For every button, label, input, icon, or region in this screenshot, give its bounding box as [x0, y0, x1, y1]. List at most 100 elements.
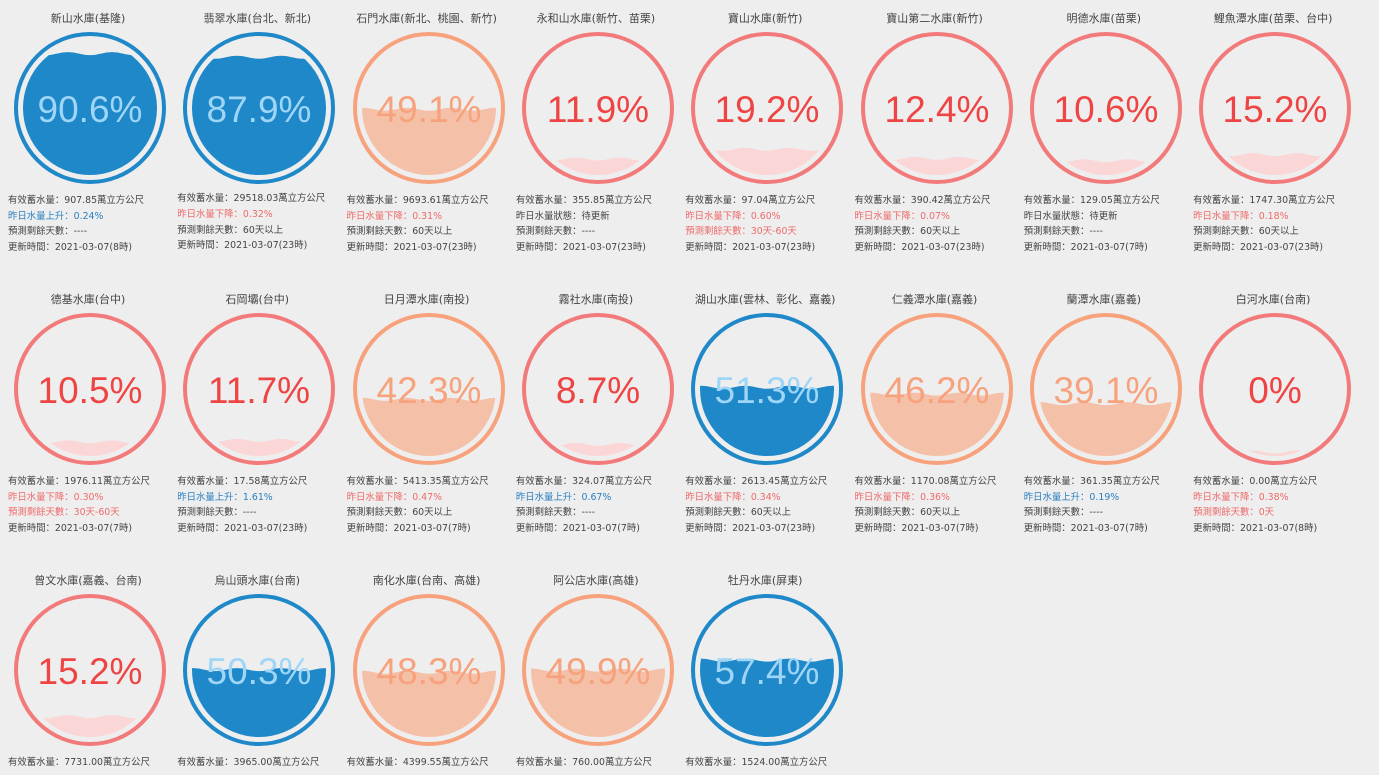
update-time: 更新時間：2021-03-07(7時)	[8, 522, 133, 534]
percentage-label: 8.7%	[556, 370, 640, 411]
daily-change: 昨日水量下降：0.31%	[346, 210, 443, 222]
daily-change: 昨日水量上升：0.24%	[8, 210, 104, 222]
daily-change: 昨日水量下降：0.07%	[854, 210, 950, 222]
water-level-gauge: 90.6%	[13, 31, 167, 185]
update-time: 更新時間：2021-03-07(7時)	[515, 522, 640, 534]
update-time: 更新時間：2021-03-07(23時)	[177, 522, 308, 534]
reservoir-name: 寶山水庫(新竹)	[727, 12, 803, 25]
percentage-label: 49.9%	[545, 651, 650, 692]
reservoir-info: 有效蓄水量：7731.00萬立方公尺	[8, 755, 178, 771]
gauge-ring	[352, 313, 505, 465]
days-remaining: 預測剩餘天數：----	[1023, 507, 1103, 518]
percentage-label: 57.4%	[715, 651, 820, 692]
gauge-ring	[691, 313, 844, 465]
days-remaining: 預測剩餘天數：60天以上	[1193, 226, 1299, 237]
percentage-label: 48.3%	[376, 651, 481, 692]
update-time: 更新時間：2021-03-07(7時)	[1023, 241, 1148, 253]
water-level-gauge: 11.7%	[182, 312, 336, 466]
storage-line: 有效蓄水量：0.00萬立方公尺	[1193, 476, 1318, 487]
storage-line: 有效蓄水量：5413.35萬立方公尺	[346, 476, 489, 487]
reservoir-info: 有效蓄水量：129.05萬立方公尺 昨日水量狀態：待更新 預測剩餘天數：---- 更新…	[1024, 193, 1194, 255]
gauge-ring	[14, 313, 166, 465]
water-level-gauge: 57.4%	[690, 593, 844, 747]
storage-line: 有效蓄水量：9693.61萬立方公尺	[346, 195, 489, 206]
reservoir-name: 蘭潭水庫(嘉義)	[1066, 293, 1142, 306]
reservoir-name: 鯉魚潭水庫(苗栗、台中)	[1213, 12, 1333, 25]
water-level-gauge: 15.2%	[1198, 31, 1352, 185]
days-remaining: 預測剩餘天數：30天-60天	[8, 507, 120, 518]
days-remaining: 預測剩餘天數：60天以上	[685, 507, 791, 518]
reservoir-info: 有效蓄水量：9693.61萬立方公尺 昨日水量下降：0.31% 預測剩餘天數：60天…	[347, 193, 517, 255]
daily-change: 昨日水量下降：0.38%	[1193, 491, 1289, 503]
days-remaining: 預測剩餘天數：60天以上	[346, 226, 453, 237]
reservoir-name: 曾文水庫(嘉義、台南)	[34, 574, 142, 587]
percentage-label: 11.7%	[208, 370, 310, 411]
storage-line: 有效蓄水量：1170.08萬立方公尺	[854, 476, 997, 487]
days-remaining: 預測剩餘天數：60天以上	[854, 507, 961, 518]
reservoir-info: 有效蓄水量：1976.11萬立方公尺 昨日水量下降：0.30% 預測剩餘天數：30天…	[8, 474, 178, 536]
update-time: 更新時間：2021-03-07(23時)	[854, 241, 985, 253]
water-level-gauge: 0%	[1198, 312, 1352, 466]
percentage-label: 10.6%	[1053, 89, 1158, 130]
days-remaining: 預測剩餘天數：----	[515, 226, 596, 237]
percentage-label: 90.6%	[38, 89, 143, 130]
water-level-gauge: 19.2%	[690, 31, 844, 185]
storage-line: 有效蓄水量：129.05萬立方公尺	[1023, 195, 1160, 206]
daily-change: 昨日水量狀態：待更新	[1023, 210, 1118, 222]
reservoir-name: 石門水庫(新北、桃園、新竹)	[356, 12, 497, 25]
reservoir-info: 有效蓄水量：760.00萬立方公尺	[516, 755, 686, 771]
reservoir-name: 永和山水庫(新竹、苗栗)	[536, 12, 656, 25]
reservoir-name: 德基水庫(台中)	[50, 293, 126, 306]
gauge-ring	[860, 313, 1013, 465]
reservoir-name: 寶山第二水庫(新竹)	[886, 12, 983, 25]
reservoir-name: 明德水庫(苗栗)	[1066, 12, 1142, 25]
water-level-gauge: 49.9%	[521, 593, 675, 747]
daily-change: 昨日水量下降：0.60%	[685, 210, 781, 222]
gauge-ring	[183, 32, 336, 184]
reservoir-name: 日月潭水庫(南投)	[383, 293, 470, 306]
percentage-label: 49.1%	[376, 89, 481, 130]
gauge-ring	[860, 32, 1013, 184]
reservoir-info: 有效蓄水量：1524.00萬立方公尺	[685, 755, 855, 771]
reservoir-info: 有效蓄水量：324.07萬立方公尺 昨日水量上升：0.67% 預測剩餘天數：----…	[516, 474, 686, 536]
storage-line: 有效蓄水量：29518.03萬立方公尺	[177, 193, 326, 204]
reservoir-info: 有效蓄水量：4399.55萬立方公尺	[347, 755, 517, 771]
water-level-gauge: 8.7%	[521, 312, 675, 466]
water-fill	[1038, 402, 1173, 456]
update-time: 更新時間：2021-03-07(7時)	[346, 522, 471, 534]
daily-change: 昨日水量下降：0.32%	[177, 209, 273, 220]
reservoir-name: 石岡壩(台中)	[225, 293, 290, 306]
update-time: 更新時間：2021-03-07(8時)	[1193, 522, 1318, 534]
gauge-ring	[691, 32, 844, 184]
percentage-label: 19.2%	[715, 89, 820, 130]
storage-line: 有效蓄水量：1524.00萬立方公尺	[685, 757, 828, 768]
daily-change: 昨日水量上升：0.67%	[515, 491, 612, 503]
water-level-gauge: 15.2%	[13, 593, 167, 747]
reservoir-name: 烏山頭水庫(台南)	[214, 574, 301, 587]
percentage-label: 12.4%	[884, 89, 989, 130]
storage-line: 有效蓄水量：907.85萬立方公尺	[8, 195, 144, 206]
storage-line: 有效蓄水量：324.07萬立方公尺	[515, 476, 652, 487]
reservoir-name: 阿公店水庫(高雄)	[553, 574, 639, 587]
gauge-ring	[14, 32, 166, 184]
percentage-label: 50.3%	[207, 651, 312, 692]
reservoir-info: 有效蓄水量：355.85萬立方公尺 昨日水量狀態：待更新 預測剩餘天數：---- 更新…	[516, 193, 686, 255]
days-remaining: 預測剩餘天數：----	[177, 507, 257, 518]
daily-change: 昨日水量上升：0.19%	[1023, 491, 1120, 503]
reservoir-info: 有效蓄水量：97.04萬立方公尺 昨日水量下降：0.60% 預測剩餘天數：30天-6…	[685, 193, 855, 255]
update-time: 更新時間：2021-03-07(23時)	[685, 522, 816, 534]
reservoir-info: 有效蓄水量：29518.03萬立方公尺 昨日水量下降：0.32% 預測剩餘天數：60…	[177, 193, 347, 254]
gauge-ring	[14, 594, 166, 746]
water-level-gauge: 12.4%	[860, 31, 1014, 185]
water-level-gauge: 48.3%	[352, 593, 506, 747]
days-remaining: 預測剩餘天數：----	[8, 226, 88, 237]
percentage-label: 0%	[1248, 370, 1301, 411]
daily-change: 昨日水量下降：0.34%	[685, 491, 781, 503]
percentage-label: 10.5%	[38, 370, 143, 411]
storage-line: 有效蓄水量：4399.55萬立方公尺	[346, 757, 489, 768]
update-time: 更新時間：2021-03-07(23時)	[685, 241, 816, 253]
percentage-label: 15.2%	[38, 651, 143, 692]
water-fill	[700, 147, 835, 175]
reservoir-name: 仁義潭水庫(嘉義)	[891, 293, 978, 306]
gauge-ring	[183, 313, 336, 465]
